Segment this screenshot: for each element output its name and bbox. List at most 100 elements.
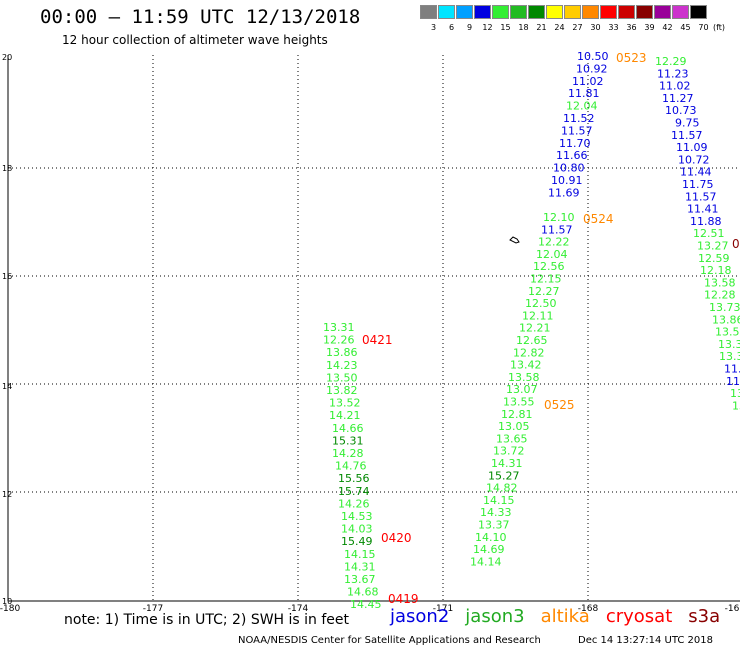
color-swatch-15 bbox=[492, 5, 509, 19]
color-swatch-label: 6 bbox=[448, 23, 455, 32]
wave-height-reading: 14.03 bbox=[341, 523, 373, 536]
color-swatch-6 bbox=[438, 5, 455, 19]
credit-line: NOAA/NESDIS Center for Satellite Applica… bbox=[238, 635, 541, 646]
wave-height-reading: 14.66 bbox=[332, 422, 364, 435]
wave-height-reading: 14.21 bbox=[329, 409, 361, 422]
wave-height-reading: 12.11 bbox=[522, 309, 554, 322]
wave-height-reading: 12.28 bbox=[704, 289, 736, 302]
color-swatch-45 bbox=[672, 5, 689, 19]
wave-height-reading: 11.44 bbox=[680, 166, 712, 179]
wave-height-reading: 13.65 bbox=[496, 432, 528, 445]
color-swatch-label: 24 bbox=[554, 23, 565, 32]
latitude-label: 12 bbox=[2, 490, 12, 499]
wave-height-reading: 12.15 bbox=[530, 273, 562, 286]
pass-time-label: 0523 bbox=[616, 51, 647, 65]
wave-height-reading: 13.73 bbox=[709, 301, 740, 314]
color-swatch-42 bbox=[654, 5, 671, 19]
wave-height-reading: 10.72 bbox=[678, 153, 710, 166]
color-swatch-label: 9 bbox=[466, 23, 473, 32]
wave-height-reading: 12.26 bbox=[323, 334, 355, 347]
color-swatch-label: 39 bbox=[644, 23, 655, 32]
color-swatch-70 bbox=[690, 5, 707, 19]
wave-height-reading: 11.70 bbox=[559, 137, 591, 150]
wave-height-reading: 13.50 bbox=[326, 371, 358, 384]
wave-height-reading: 10.80 bbox=[553, 162, 585, 175]
wave-height-reading: 13.52 bbox=[329, 397, 361, 410]
color-swatch-3 bbox=[420, 5, 437, 19]
wave-height-reading: 13.82 bbox=[326, 384, 358, 397]
wave-height-reading: 10.92 bbox=[576, 62, 608, 75]
wave-height-reading: 14.10 bbox=[475, 531, 507, 544]
color-swatch-label: 36 bbox=[626, 23, 637, 32]
color-swatch-label: 3 bbox=[430, 23, 437, 32]
wave-height-reading: 11.57 bbox=[541, 223, 573, 236]
pass-time-label: 0 bbox=[732, 237, 740, 251]
color-swatch-label: 33 bbox=[608, 23, 619, 32]
wave-height-reading: 13.72 bbox=[493, 445, 525, 458]
wave-height-reading: 13.50 bbox=[715, 326, 740, 339]
wave-height-reading: 11.81 bbox=[568, 87, 600, 100]
wave-height-reading: 14.76 bbox=[335, 460, 367, 473]
wave-height-reading: 11. bbox=[726, 375, 740, 388]
color-swatch-label: 42 bbox=[662, 23, 673, 32]
color-swatch-label: 15 bbox=[500, 23, 511, 32]
wave-height-reading: 9.75 bbox=[675, 117, 700, 130]
wave-height-reading: 11.69 bbox=[548, 186, 580, 199]
color-swatch-39 bbox=[636, 5, 653, 19]
wave-height-reading: 11.02 bbox=[659, 80, 691, 93]
wave-height-reading: 14.14 bbox=[470, 555, 502, 568]
pass-time-label: 0421 bbox=[362, 333, 393, 347]
wave-height-reading: 13.58 bbox=[508, 371, 540, 384]
wave-height-reading: 11.57 bbox=[561, 124, 593, 137]
wave-height-reading: 11.09 bbox=[676, 141, 708, 154]
wave-height-reading: 12.81 bbox=[501, 408, 533, 421]
legend-jason2: jason2 bbox=[390, 606, 450, 627]
wave-height-reading: 11.7 bbox=[724, 363, 740, 376]
wave-height-reading: 12.27 bbox=[528, 285, 560, 298]
color-swatch-9 bbox=[456, 5, 473, 19]
latitude-label: 10 bbox=[2, 597, 12, 606]
wave-height-reading: 13.07 bbox=[506, 383, 538, 396]
color-scale-unit: (ft) bbox=[712, 23, 726, 32]
wave-height-reading: 14.31 bbox=[344, 560, 376, 573]
color-swatch-24 bbox=[546, 5, 563, 19]
color-swatch-12 bbox=[474, 5, 491, 19]
wave-height-reading: 14.26 bbox=[338, 497, 370, 510]
wave-height-reading: 11.75 bbox=[682, 178, 714, 191]
wave-height-reading: 12.82 bbox=[513, 346, 545, 359]
wave-height-reading: 14.15 bbox=[483, 494, 515, 507]
longitude-label: -174 bbox=[288, 604, 309, 614]
wave-height-reading: 15.74 bbox=[338, 485, 370, 498]
color-swatch-label: 27 bbox=[572, 23, 583, 32]
color-swatch-18 bbox=[510, 5, 527, 19]
wave-height-reading: 14.28 bbox=[332, 447, 364, 460]
wave-height-reading: 11.02 bbox=[572, 75, 604, 88]
wave-height-reading: 13.05 bbox=[498, 420, 530, 433]
units-note: note: 1) Time is in UTC; 2) SWH is in fe… bbox=[64, 612, 350, 628]
pass-time-label: 0525 bbox=[544, 398, 575, 412]
wave-height-reading: 12.29 bbox=[655, 55, 687, 68]
wave-height-reading: 14.69 bbox=[473, 543, 505, 556]
latitude-label: 18 bbox=[2, 164, 12, 173]
longitude-label: -180 bbox=[0, 604, 20, 614]
wave-height-reading: 12.21 bbox=[519, 322, 551, 335]
pass-time-label: 0524 bbox=[583, 212, 614, 226]
wave-height-reading: 11.57 bbox=[685, 190, 717, 203]
wave-height-reading: 11.57 bbox=[671, 129, 703, 142]
wave-height-reading: 14.23 bbox=[326, 359, 358, 372]
wave-height-reading: 11.88 bbox=[690, 215, 722, 228]
wave-height-reading: 12.51 bbox=[693, 227, 725, 240]
longitude-label: -177 bbox=[143, 604, 163, 614]
wave-height-reading: 11.27 bbox=[662, 92, 694, 105]
pass-time-label: 0419 bbox=[388, 592, 419, 606]
wave-height-reading: 13.37 bbox=[478, 519, 510, 532]
color-swatch-33 bbox=[600, 5, 617, 19]
wave-height-reading: 14.68 bbox=[347, 586, 379, 599]
generated-timestamp: Dec 14 13:27:14 UTC 2018 bbox=[578, 635, 713, 646]
wave-height-reading: 12.56 bbox=[533, 260, 565, 273]
map-subtitle: 12 hour collection of altimeter wave hei… bbox=[62, 33, 328, 47]
wave-height-reading: 14.82 bbox=[486, 482, 518, 495]
satellite-legend: jason2 jason3 altika cryosat s3a bbox=[390, 606, 736, 627]
wave-height-reading: 11.41 bbox=[687, 203, 719, 216]
color-swatch-label: 45 bbox=[680, 23, 691, 32]
